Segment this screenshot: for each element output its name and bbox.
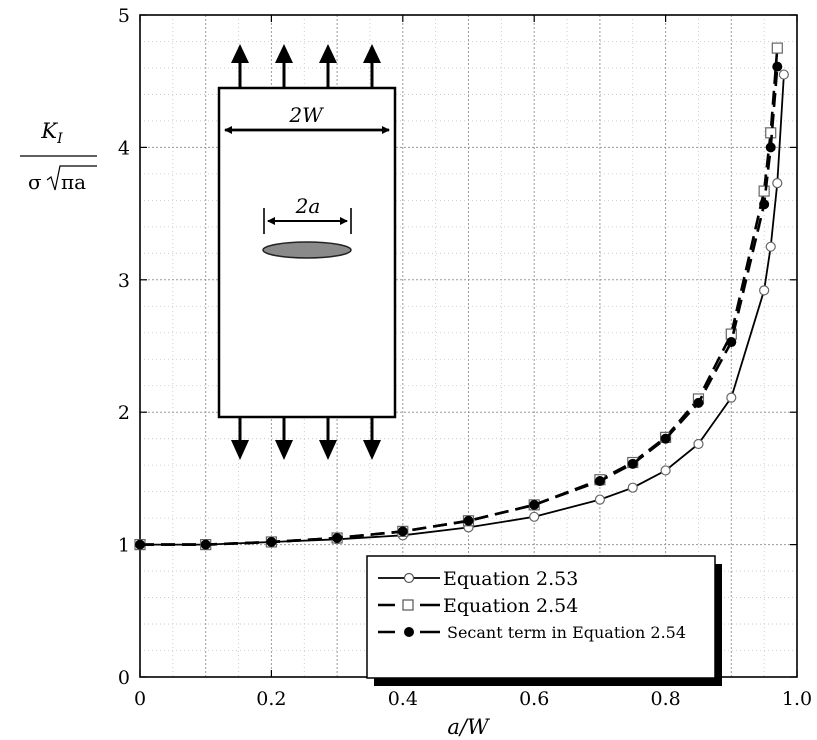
width-dim-label: 2W bbox=[288, 103, 324, 127]
data-point-open-circle bbox=[627, 482, 638, 493]
y-label-radicand: πa bbox=[61, 170, 86, 194]
load-arrow-head bbox=[319, 440, 337, 460]
crack-ellipse bbox=[262, 241, 352, 259]
y-label-numerator: KI bbox=[40, 119, 63, 147]
series-line bbox=[140, 74, 785, 546]
data-point-filled-circle bbox=[135, 539, 145, 550]
series-2 bbox=[135, 61, 783, 550]
data-point-filled-circle bbox=[726, 337, 737, 348]
x-tick-label: 0.6 bbox=[519, 688, 549, 710]
data-point-filled-circle bbox=[463, 515, 474, 526]
load-arrow-head bbox=[363, 44, 381, 63]
load-arrow-head bbox=[231, 440, 249, 460]
y-tick-label: 5 bbox=[118, 5, 130, 27]
legend-marker-filled-circle bbox=[404, 627, 414, 637]
data-point-filled-circle bbox=[772, 61, 783, 72]
legend-entry-eq254: Equation 2.54 bbox=[378, 595, 578, 617]
legend-marker-open-square bbox=[402, 599, 414, 611]
load-arrow-head bbox=[363, 440, 381, 460]
y-label-sigma: σ bbox=[28, 170, 42, 194]
data-point-filled-circle bbox=[397, 526, 408, 537]
data-point-open-circle bbox=[765, 241, 776, 252]
data-point-filled-circle bbox=[529, 499, 540, 510]
load-arrow-head bbox=[275, 44, 293, 63]
legend-label-secant: Secant term in Equation 2.54 bbox=[447, 623, 686, 642]
data-point-open-circle bbox=[693, 438, 704, 450]
data-point-filled-circle bbox=[660, 433, 671, 444]
data-point-open-circle bbox=[660, 465, 671, 476]
legend-box bbox=[366, 555, 716, 679]
x-tick-label: 0.2 bbox=[256, 688, 286, 710]
data-point-filled-circle bbox=[693, 397, 704, 408]
legend-label-eq254: Equation 2.54 bbox=[443, 595, 578, 617]
y-tick-label: 0 bbox=[118, 667, 130, 689]
x-tick-label: 1.0 bbox=[782, 688, 812, 710]
y-axis-label: KI σ πa bbox=[20, 119, 97, 194]
load-arrow-head bbox=[275, 440, 293, 460]
data-point-filled-circle bbox=[765, 142, 776, 153]
y-tick-label: 3 bbox=[118, 270, 130, 292]
x-tick-label: 0 bbox=[134, 688, 146, 710]
data-point-open-circle bbox=[594, 494, 606, 505]
data-point-filled-circle bbox=[759, 199, 770, 210]
data-point-open-circle bbox=[529, 511, 540, 522]
data-point-filled-circle bbox=[627, 458, 638, 469]
data-point-filled-circle bbox=[200, 539, 211, 550]
y-tick-label: 1 bbox=[118, 535, 130, 557]
legend: Equation 2.53 Equation 2.54 Secant term … bbox=[366, 555, 722, 686]
data-point-open-circle bbox=[778, 69, 789, 80]
y-tick-label: 4 bbox=[118, 137, 130, 159]
legend-entry-eq253: Equation 2.53 bbox=[378, 568, 578, 590]
data-point-open-circle bbox=[726, 392, 737, 403]
data-point-filled-circle bbox=[332, 532, 343, 543]
data-point-open-circle bbox=[772, 178, 783, 189]
legend-marker-open-circle bbox=[403, 572, 415, 584]
data-point-filled-circle bbox=[266, 536, 277, 547]
data-point-filled-circle bbox=[594, 476, 605, 487]
load-arrow-head bbox=[231, 44, 249, 63]
crack-dim-label: 2a bbox=[295, 194, 321, 218]
plate-diagram: 2W 2a bbox=[217, 44, 397, 460]
data-point-open-circle bbox=[759, 285, 770, 296]
top-load-arrows bbox=[231, 44, 381, 88]
x-tick-label: 0.4 bbox=[388, 688, 418, 710]
data-point-open-square bbox=[758, 185, 770, 197]
data-point-open-square bbox=[771, 42, 783, 54]
load-arrow-head bbox=[319, 44, 337, 63]
data-series bbox=[134, 42, 789, 551]
y-label-sqrt-sign bbox=[46, 165, 97, 191]
legend-label-eq253: Equation 2.53 bbox=[443, 568, 578, 590]
tick-labels: 0 0.2 0.4 0.6 0.8 1.0 0 1 2 3 4 5 bbox=[118, 5, 812, 710]
legend-entry-secant: Secant term in Equation 2.54 bbox=[378, 623, 686, 642]
x-axis-label: a/W bbox=[447, 715, 491, 739]
y-tick-label: 2 bbox=[118, 402, 130, 424]
x-tick-label: 0.8 bbox=[650, 688, 680, 710]
bottom-load-arrows bbox=[231, 417, 381, 460]
